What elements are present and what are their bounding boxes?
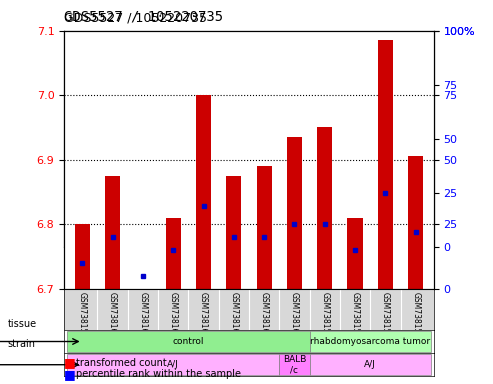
Bar <box>226 176 242 289</box>
Text: GDS5527 / 105220735: GDS5527 / 105220735 <box>64 12 207 25</box>
Text: GDS5527 / 105220735: GDS5527 / 105220735 <box>64 9 223 23</box>
FancyBboxPatch shape <box>279 354 310 375</box>
Text: GSM738165: GSM738165 <box>229 292 238 338</box>
Bar <box>317 127 332 289</box>
Text: GSM738162: GSM738162 <box>169 292 177 338</box>
Text: A/J: A/J <box>364 360 376 369</box>
FancyBboxPatch shape <box>67 331 310 352</box>
Bar <box>75 224 90 289</box>
Text: GSM738158: GSM738158 <box>381 292 390 338</box>
Text: strain: strain <box>7 339 35 349</box>
Text: GSM738161: GSM738161 <box>139 292 147 338</box>
Text: A/J: A/J <box>167 360 179 369</box>
Bar <box>287 137 302 289</box>
Text: GSM738157: GSM738157 <box>351 292 359 338</box>
Bar <box>196 95 211 289</box>
Text: GSM738155: GSM738155 <box>320 292 329 338</box>
Text: GSM738163: GSM738163 <box>290 292 299 338</box>
Bar <box>166 218 181 289</box>
Text: GSM738159: GSM738159 <box>411 292 420 338</box>
Text: GSM738164: GSM738164 <box>199 292 208 338</box>
Bar <box>256 166 272 289</box>
Text: GSM738156: GSM738156 <box>78 292 87 338</box>
Bar <box>348 218 363 289</box>
Text: control: control <box>173 337 204 346</box>
Bar <box>105 176 120 289</box>
Text: rhabdomyosarcoma tumor: rhabdomyosarcoma tumor <box>310 337 430 346</box>
FancyBboxPatch shape <box>310 354 431 375</box>
Text: BALB
/c: BALB /c <box>283 355 306 374</box>
Bar <box>378 40 393 289</box>
Text: ■: ■ <box>64 356 76 369</box>
Text: GSM738160: GSM738160 <box>108 292 117 338</box>
FancyBboxPatch shape <box>67 354 279 375</box>
FancyBboxPatch shape <box>310 331 431 352</box>
Text: GSM738166: GSM738166 <box>260 292 269 338</box>
Text: tissue: tissue <box>7 319 36 329</box>
Bar <box>408 156 423 289</box>
Text: ■: ■ <box>64 368 76 381</box>
Text: transformed count: transformed count <box>76 358 167 368</box>
Text: percentile rank within the sample: percentile rank within the sample <box>76 369 242 379</box>
